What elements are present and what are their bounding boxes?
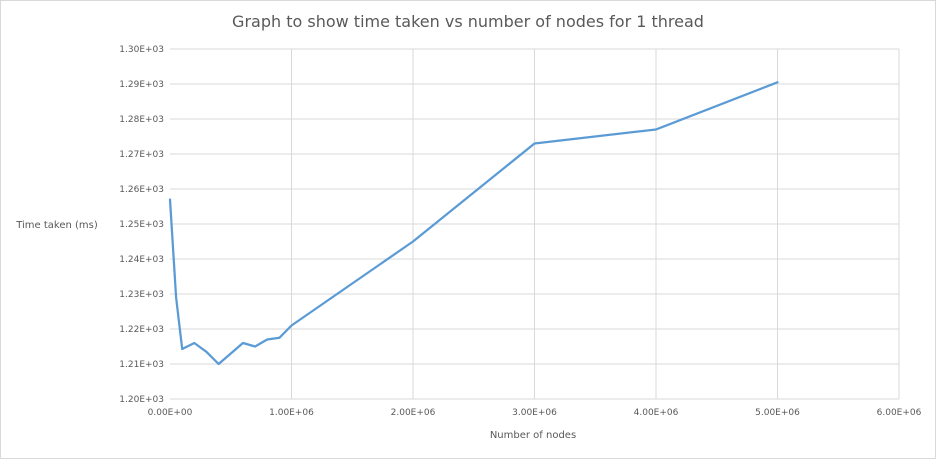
y-axis-label: Time taken (ms)	[15, 220, 98, 231]
y-tick-label: 1.22E+03	[119, 325, 164, 335]
y-tick-label: 1.24E+03	[119, 255, 164, 265]
x-axis-label: Number of nodes	[490, 430, 576, 441]
series-layer	[168, 81, 779, 366]
data-point	[218, 363, 220, 365]
y-tick-labels: 1.20E+03 1.21E+03 1.22E+03 1.23E+03 1.24E+03…	[119, 45, 164, 405]
data-point	[205, 351, 207, 353]
y-tick-label: 1.28E+03	[119, 115, 164, 125]
series-line	[168, 81, 779, 366]
data-point	[175, 297, 177, 299]
data-point	[278, 337, 280, 339]
x-tick-label: 0.00E+00	[148, 408, 193, 418]
data-point	[412, 241, 414, 243]
y-tick-label: 1.20E+03	[119, 395, 164, 405]
data-point	[181, 348, 183, 350]
chart-title: Graph to show time taken vs number of no…	[232, 12, 704, 31]
x-tick-labels: 0.00E+00 1.00E+06 2.00E+06 3.00E+06 4.00E+06…	[148, 408, 922, 418]
y-tick-label: 1.29E+03	[119, 80, 164, 90]
x-tick-label: 3.00E+06	[512, 408, 557, 418]
data-point	[254, 346, 256, 348]
y-tick-label: 1.30E+03	[119, 45, 164, 55]
y-tick-label: 1.21E+03	[119, 360, 164, 370]
y-tick-label: 1.23E+03	[119, 290, 164, 300]
y-tick-label: 1.27E+03	[119, 150, 164, 160]
x-tick-label: 6.00E+06	[877, 408, 922, 418]
data-point	[242, 342, 244, 344]
x-tick-label: 2.00E+06	[391, 408, 436, 418]
data-point	[266, 339, 268, 341]
data-point	[534, 143, 536, 145]
y-tick-label: 1.25E+03	[119, 220, 164, 230]
x-gridlines	[291, 49, 900, 399]
data-point	[291, 325, 293, 327]
data-point	[655, 129, 657, 131]
y-tick-label: 1.26E+03	[119, 185, 164, 195]
x-tick-label: 1.00E+06	[269, 408, 314, 418]
x-tick-label: 5.00E+06	[755, 408, 800, 418]
data-point	[230, 353, 232, 355]
data-point	[777, 81, 779, 83]
x-tick-label: 4.00E+06	[634, 408, 679, 418]
data-point	[169, 199, 171, 201]
data-point	[193, 342, 195, 344]
